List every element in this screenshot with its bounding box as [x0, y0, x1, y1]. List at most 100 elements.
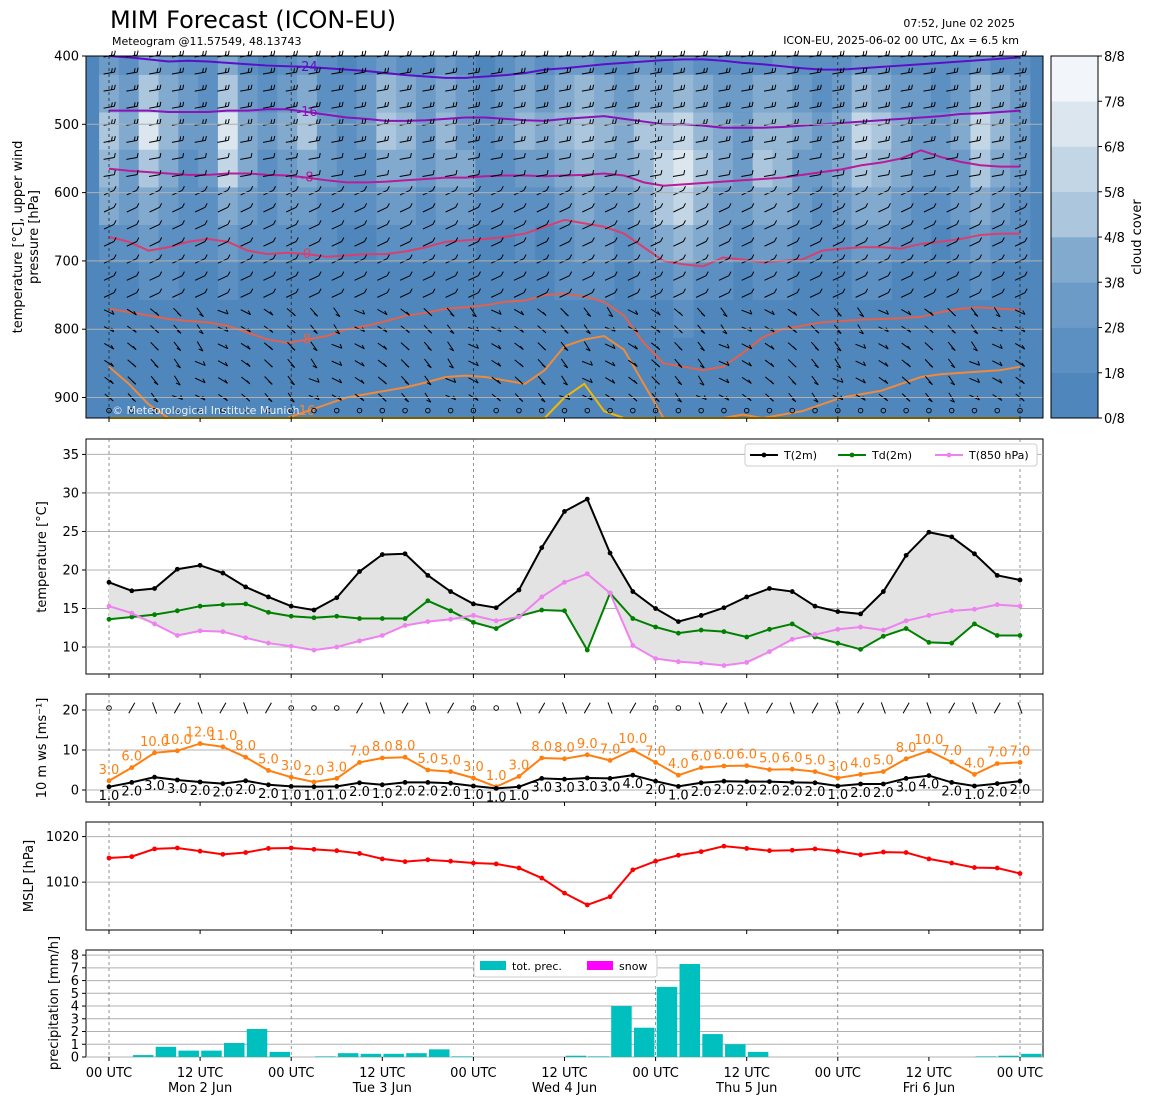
- cloud-cover-cell: [970, 74, 991, 113]
- wind-barb: [582, 275, 593, 281]
- wind-barb: [149, 71, 161, 75]
- cloud-cover-cell: [336, 149, 358, 188]
- wind-barb-feather: [181, 271, 185, 276]
- wind-barb: [194, 360, 206, 366]
- wind-barb: [422, 105, 434, 109]
- wind-barb: [467, 174, 479, 177]
- wind-barb: [878, 206, 889, 213]
- wind-barb-feather: [449, 348, 454, 352]
- wind-barb: [171, 139, 183, 143]
- wind-barb: [695, 71, 707, 75]
- isotherm-line: [108, 218, 1020, 268]
- wind-barb: [376, 157, 388, 160]
- wind-mean-label: 1.0: [281, 788, 302, 803]
- wind-barb: [331, 360, 342, 367]
- wind-barb-feather: [819, 186, 823, 191]
- wind-barb: [741, 360, 752, 367]
- wind-barb-feather: [794, 85, 797, 90]
- wind-barb-feather: [409, 271, 413, 276]
- wind-barb-feather: [429, 51, 432, 56]
- wind-barb-feather: [227, 101, 230, 107]
- wind-barb-feather: [113, 101, 116, 107]
- wind-barb: [513, 241, 525, 247]
- precip-bar: [178, 1050, 199, 1057]
- wind-barb: [946, 223, 957, 230]
- wind-barb-feather: [176, 347, 181, 352]
- wind-barb-feather: [113, 152, 116, 158]
- wind-barb-feather: [111, 327, 115, 333]
- data-point-Td(2m): [311, 615, 317, 621]
- wind-barb-feather: [956, 271, 960, 276]
- wind-barb: [878, 360, 889, 367]
- wind-barb-feather: [794, 136, 797, 142]
- wind-barb-feather: [455, 186, 459, 191]
- wind-barb-feather: [865, 203, 869, 208]
- wind-barb-feather: [751, 152, 754, 158]
- wind-barb-feather: [133, 68, 136, 73]
- wind-barb-feather: [341, 288, 345, 293]
- wind-barb-feather: [1022, 327, 1026, 333]
- wind-barb-feather: [793, 328, 797, 333]
- wind-barb-feather: [227, 50, 230, 56]
- wind-barb-feather: [179, 102, 182, 107]
- wind-barb-feather: [956, 101, 959, 107]
- wind-barb: [695, 292, 707, 298]
- wind-barb: [923, 275, 935, 281]
- wind-barb-feather: [928, 398, 933, 403]
- wind-barb-feather: [774, 254, 778, 259]
- cloud-cover-cell: [871, 225, 892, 263]
- wind-barb: [923, 174, 935, 177]
- wind-barb-feather: [589, 102, 592, 107]
- wind-barb-feather: [478, 135, 481, 141]
- wind-barb-feather: [497, 379, 502, 384]
- wind-barb-feather: [136, 101, 139, 107]
- wind-barb: [354, 105, 366, 109]
- wind-barb: [286, 292, 297, 298]
- wind-barb-feather: [888, 118, 891, 124]
- wind-barb-feather: [1020, 397, 1025, 402]
- wind-barb-feather: [956, 186, 960, 191]
- data-point-T(850 hPa): [744, 660, 750, 665]
- wind-barb-feather: [272, 203, 276, 208]
- wind-barb-feather: [475, 378, 479, 384]
- precip-ylabel: precipitation [mm/h]: [47, 936, 62, 1070]
- wind-barb-feather: [908, 119, 910, 124]
- wind-barb-feather: [774, 118, 777, 124]
- wind-barb-feather: [703, 119, 705, 124]
- wind-barb: [194, 139, 206, 143]
- data-point-wind-mean: [471, 783, 476, 789]
- wind-barb: [832, 275, 843, 281]
- wind-barb: [263, 241, 274, 247]
- wind-barb-feather: [953, 68, 956, 73]
- wind-barb: [331, 292, 342, 298]
- wind-barb-feather: [182, 118, 185, 124]
- wind-barb-feather: [815, 312, 820, 317]
- data-point-mslp: [334, 848, 340, 854]
- cloud-cover-cell: [138, 225, 160, 263]
- wind-barb-feather: [910, 220, 914, 225]
- wind-barb-feather: [432, 135, 435, 141]
- wind-barb: [490, 292, 502, 298]
- wind-barb-feather: [1024, 220, 1028, 225]
- wind-barb-feather: [364, 50, 367, 56]
- wind-barb-feather: [501, 84, 503, 90]
- wind-barb-feather: [1024, 152, 1027, 158]
- wind-barb: [354, 292, 365, 298]
- wind-barb: [581, 360, 593, 366]
- cloud-cover-cell: [217, 74, 239, 113]
- data-point-Td(2m): [653, 624, 658, 630]
- wind-barb-feather: [566, 68, 569, 73]
- wind-barb: [786, 71, 798, 75]
- wind-barb-feather: [748, 51, 751, 56]
- wind-barb-feather: [1002, 135, 1005, 141]
- wind-barb-feather: [865, 170, 868, 175]
- cloud-cover-cell: [713, 56, 734, 75]
- wind-barb-feather: [179, 136, 182, 142]
- wind-barb-feather: [677, 364, 683, 368]
- data-point-T(850 hPa): [812, 632, 818, 638]
- wind-barb: [695, 139, 707, 143]
- wind-barb: [900, 157, 912, 160]
- wind-barb: [399, 88, 411, 92]
- cloud-cover-cell: [198, 56, 219, 75]
- wind-barb-feather: [705, 254, 709, 259]
